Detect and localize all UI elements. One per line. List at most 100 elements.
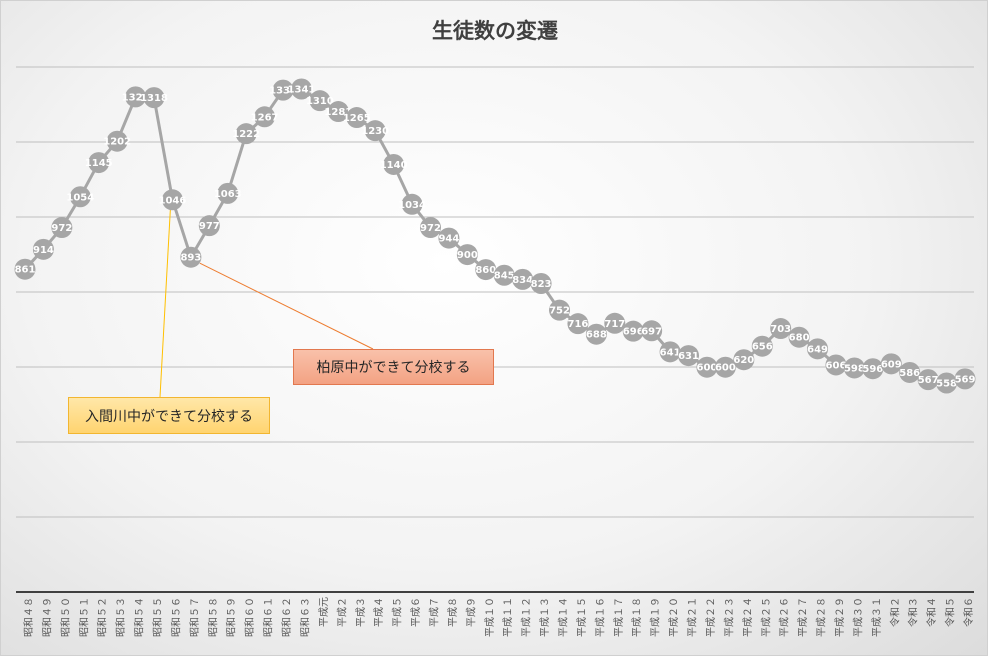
x-tick-label: 平成３: [355, 597, 367, 627]
data-point: [143, 87, 165, 109]
annotation-kashiwara: 柏原中ができて分校する: [293, 349, 494, 385]
data-label: 1310: [306, 96, 334, 107]
x-tick-label: 平成１４: [558, 597, 570, 637]
x-tick-label: 平成２６: [779, 597, 791, 637]
data-label: 600: [715, 363, 736, 374]
data-label: 641: [660, 347, 681, 358]
x-tick-label: 平成１８: [631, 597, 643, 637]
x-tick-label: 令和６: [962, 597, 975, 627]
data-label: 1265: [343, 113, 371, 124]
data-label: 893: [180, 253, 201, 264]
data-label: 569: [955, 374, 976, 385]
data-point: [327, 101, 349, 123]
x-tick-label: 平成１７: [613, 597, 625, 637]
data-label: 697: [641, 326, 662, 337]
data-label: 1140: [380, 160, 408, 171]
annotation-leaders: [159, 207, 374, 398]
x-tick-label: 平成１６: [594, 597, 606, 637]
x-tick-label: 平成２: [336, 597, 348, 627]
data-label: 1338: [269, 86, 297, 97]
data-label: 977: [199, 221, 220, 232]
x-tick-label: 平成５: [392, 597, 404, 627]
data-label: 596: [862, 364, 883, 375]
x-tick-label: 令和３: [907, 597, 920, 627]
data-point: [622, 320, 644, 342]
data-point: [714, 356, 736, 378]
x-tick-label: 平成６: [410, 597, 422, 627]
data-point: [512, 268, 534, 290]
data-label: 717: [604, 319, 625, 330]
x-tick-label: 平成３０: [852, 597, 864, 637]
annotation-leader-iruma: [159, 207, 171, 398]
data-label: 1054: [66, 192, 94, 203]
data-label: 620: [733, 355, 754, 366]
data-label: 845: [494, 271, 515, 282]
data-label: 696: [623, 327, 644, 338]
data-point: [254, 106, 276, 128]
data-point: [88, 152, 110, 174]
data-label: 1267: [251, 112, 279, 123]
data-point: [585, 323, 607, 345]
annotation-iruma: 入間川中ができて分校する: [68, 397, 270, 434]
x-tick-label: 平成１０: [484, 597, 496, 637]
data-point: [364, 120, 386, 142]
data-label: 1281: [324, 107, 352, 118]
data-point: [917, 369, 939, 391]
x-tick-label: 平成２９: [834, 597, 846, 637]
data-point: [198, 215, 220, 237]
data-point: [235, 123, 257, 145]
data-point: [530, 272, 552, 294]
data-point: [69, 186, 91, 208]
data-label: 834: [512, 275, 533, 286]
data-label: 861: [15, 265, 36, 276]
x-tick-label: 昭和５０: [60, 597, 72, 637]
x-tick-label: 平成２１: [687, 597, 699, 637]
x-tick-label: 昭和４８: [23, 597, 35, 637]
data-point: [696, 356, 718, 378]
data-point: [475, 259, 497, 281]
x-tick-label: 昭和５７: [189, 597, 201, 637]
data-label: 688: [586, 330, 607, 341]
x-tick-label: 平成２２: [705, 597, 717, 637]
x-tick-label: 平成２７: [797, 597, 809, 637]
data-label: 944: [438, 234, 459, 245]
data-label: 914: [33, 245, 54, 256]
data-label: 631: [678, 351, 699, 362]
x-tick-label: 平成２３: [723, 597, 735, 637]
data-point: [954, 368, 976, 390]
data-label: 703: [770, 324, 791, 335]
data-label: 600: [697, 363, 718, 374]
data-label: 649: [807, 344, 828, 355]
x-tick-label: 平成２４: [742, 597, 754, 637]
data-label: 716: [568, 319, 589, 330]
x-tick-label: 平成１９: [650, 597, 662, 637]
data-point: [604, 312, 626, 334]
series-polyline: [23, 87, 966, 385]
x-tick-label: 昭和６０: [244, 597, 256, 637]
data-label: 1046: [159, 195, 187, 206]
data-point: [438, 227, 460, 249]
x-tick-label: 平成元: [318, 597, 330, 627]
data-label: 752: [549, 306, 570, 317]
data-point: [567, 313, 589, 335]
data-label: 609: [881, 359, 902, 370]
x-tick-label: 平成２５: [760, 597, 772, 637]
data-point: [899, 361, 921, 383]
x-tick-label: 平成８: [447, 597, 459, 627]
data-point: [290, 78, 312, 100]
data-label: 972: [420, 223, 441, 234]
data-point: [51, 217, 73, 239]
data-point: [217, 182, 239, 204]
x-tick-label: 昭和５８: [207, 597, 219, 637]
data-label: 558: [936, 379, 957, 390]
x-tick-label: 平成３１: [871, 597, 883, 637]
data-point: [32, 238, 54, 260]
data-label: 1063: [214, 189, 242, 200]
data-point: [456, 244, 478, 266]
data-point: [659, 341, 681, 363]
data-label: 598: [844, 363, 865, 374]
data-label: 1341: [288, 85, 316, 96]
data-point: [843, 357, 865, 379]
